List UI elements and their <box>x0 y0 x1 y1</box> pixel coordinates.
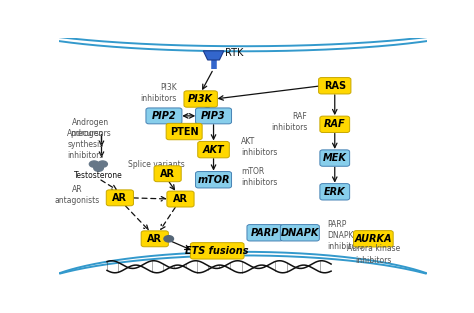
FancyBboxPatch shape <box>184 91 218 107</box>
FancyBboxPatch shape <box>146 108 182 124</box>
Text: Androgen
precursors: Androgen precursors <box>70 118 111 138</box>
FancyBboxPatch shape <box>154 166 181 182</box>
Text: PARP: PARP <box>251 228 279 238</box>
FancyBboxPatch shape <box>191 243 244 259</box>
Text: RAF: RAF <box>324 119 346 129</box>
Text: PTEN: PTEN <box>170 126 199 136</box>
Text: PI3K
inhibitors: PI3K inhibitors <box>140 83 177 103</box>
Text: RAS: RAS <box>324 81 346 91</box>
Text: PIP3: PIP3 <box>201 111 226 121</box>
Text: AR: AR <box>173 194 188 204</box>
FancyBboxPatch shape <box>247 225 283 241</box>
Text: ETS fusions: ETS fusions <box>185 246 249 256</box>
FancyBboxPatch shape <box>281 225 319 241</box>
Text: mTOR: mTOR <box>197 175 230 185</box>
Text: MEK: MEK <box>323 153 346 163</box>
Circle shape <box>94 165 103 171</box>
Text: AR: AR <box>112 193 128 203</box>
Text: RAF
inhibitors: RAF inhibitors <box>271 112 307 132</box>
FancyBboxPatch shape <box>196 108 231 124</box>
FancyBboxPatch shape <box>320 150 350 166</box>
Text: PI3K: PI3K <box>188 94 213 104</box>
Text: PIP2: PIP2 <box>152 111 176 121</box>
Text: AKT: AKT <box>203 145 224 155</box>
Text: PARP
DNAPK
inhibitors: PARP DNAPK inhibitors <box>328 220 364 251</box>
FancyBboxPatch shape <box>106 190 134 206</box>
FancyBboxPatch shape <box>166 123 202 140</box>
Text: Testosterone: Testosterone <box>74 171 123 180</box>
Text: AR
antagonists: AR antagonists <box>54 185 100 205</box>
Text: DNAPK: DNAPK <box>281 228 319 238</box>
Text: mTOR
inhibitors: mTOR inhibitors <box>241 167 277 187</box>
Circle shape <box>90 161 99 167</box>
Text: AURKA: AURKA <box>355 234 392 244</box>
Text: AR: AR <box>147 234 162 244</box>
Text: Androgen
synthesis
inhibitors: Androgen synthesis inhibitors <box>67 129 104 160</box>
Text: AKT
inhibitors: AKT inhibitors <box>241 137 277 157</box>
FancyBboxPatch shape <box>320 116 350 132</box>
Circle shape <box>164 236 173 242</box>
FancyBboxPatch shape <box>167 191 194 207</box>
Text: AR: AR <box>160 169 175 179</box>
FancyBboxPatch shape <box>198 141 229 158</box>
FancyBboxPatch shape <box>141 231 168 247</box>
FancyBboxPatch shape <box>354 231 393 247</box>
Text: Aurora kinase
inhibitors: Aurora kinase inhibitors <box>346 244 400 264</box>
Text: Splice variants: Splice variants <box>128 160 185 169</box>
Text: RTK: RTK <box>225 48 244 58</box>
FancyBboxPatch shape <box>319 78 351 94</box>
Polygon shape <box>203 51 224 60</box>
Text: ERK: ERK <box>324 187 346 197</box>
FancyBboxPatch shape <box>196 172 231 188</box>
Circle shape <box>98 161 108 167</box>
FancyBboxPatch shape <box>320 184 350 200</box>
